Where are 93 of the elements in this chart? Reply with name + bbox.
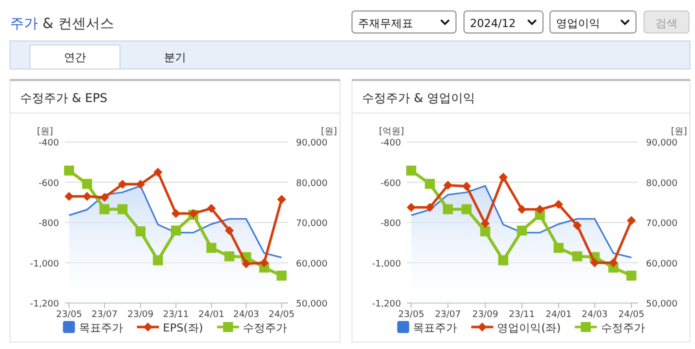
point	[82, 178, 92, 189]
chart-title: 수정주가 & 영업이익	[362, 91, 475, 105]
point	[554, 200, 564, 209]
x-tick-label: 23/09	[472, 310, 498, 320]
point	[498, 255, 508, 266]
x-tick-label: 23/05	[56, 310, 82, 320]
y-tick-label: -1,200	[372, 300, 402, 310]
x-tick-label: 24/03	[233, 310, 260, 320]
y2-tick-label: 70,000	[646, 219, 678, 229]
point	[462, 182, 472, 191]
y-axis-title: [원]	[37, 127, 54, 137]
point	[425, 202, 434, 212]
point	[99, 204, 110, 214]
text: 연간	[64, 51, 86, 64]
x-tick-label: 23/11	[508, 310, 535, 320]
point	[242, 259, 251, 268]
x-tick-label: 24/05	[618, 310, 644, 320]
text: 주가 & 컨센서스	[10, 16, 114, 32]
text: 2024/12	[470, 17, 516, 30]
y2-axis-title: [원]	[670, 127, 687, 137]
point	[498, 172, 508, 182]
x-tick-label: 23/11	[162, 310, 189, 320]
point	[206, 242, 216, 253]
point	[424, 178, 435, 189]
point	[443, 180, 452, 190]
y2-tick-label: 80,000	[646, 178, 678, 189]
point	[100, 192, 109, 202]
point	[406, 166, 416, 176]
point	[626, 216, 636, 225]
y-tick-label: -1,000	[372, 259, 402, 270]
point	[118, 180, 127, 189]
y2-tick-label: 50,000	[646, 300, 678, 310]
point	[626, 270, 636, 281]
legend-label: 목표주가	[413, 322, 458, 334]
y2-tick-label: 70,000	[296, 219, 328, 229]
point	[224, 251, 234, 262]
y-tick-label: -800	[380, 219, 402, 229]
y-tick-label: -600	[38, 178, 60, 189]
point	[572, 221, 582, 230]
text: 검색	[656, 17, 678, 30]
point	[572, 251, 582, 262]
point	[152, 255, 163, 266]
point	[64, 166, 74, 176]
y-tick-label: -600	[380, 178, 402, 189]
legend-label: EPS(좌)	[162, 322, 204, 334]
y-tick-label: -1,000	[30, 259, 60, 270]
point	[224, 226, 234, 236]
y2-tick-label: 60,000	[296, 259, 328, 270]
point	[153, 168, 162, 177]
x-tick-label: 23/09	[128, 310, 154, 320]
point	[171, 208, 180, 218]
y-tick-label: -400	[380, 138, 402, 148]
y-tick-label: -1,200	[30, 300, 60, 310]
point	[82, 192, 92, 201]
chart-title: 수정주가 & EPS	[20, 91, 108, 105]
y2-axis-title: [원]	[320, 127, 337, 137]
x-tick-label: 23/07	[434, 310, 461, 320]
point	[516, 226, 527, 236]
legend-label: 수정주가	[600, 322, 645, 334]
point	[276, 270, 287, 281]
point	[170, 226, 181, 236]
text: 분기	[164, 51, 186, 64]
point	[260, 258, 269, 268]
y2-tick-label: 90,000	[646, 138, 678, 148]
legend-label: 수정주가	[243, 322, 288, 334]
y2-tick-label: 50,000	[296, 300, 328, 310]
x-tick-label: 24/01	[546, 310, 572, 320]
x-tick-label: 24/05	[268, 310, 295, 320]
text: 주재무제표	[358, 17, 413, 30]
point	[480, 219, 490, 228]
point	[406, 202, 416, 212]
y2-tick-label: 80,000	[296, 178, 328, 189]
point	[517, 204, 526, 214]
y-tick-label: -800	[38, 219, 60, 229]
y-axis-title: [억원]	[379, 127, 404, 137]
point	[135, 226, 146, 236]
legend-label: 영업이익(좌)	[497, 322, 561, 334]
legend-label: 목표주가	[78, 322, 123, 334]
x-tick-label: 24/01	[198, 310, 224, 320]
point	[554, 242, 564, 253]
point	[442, 204, 453, 214]
x-tick-label: 23/07	[92, 310, 118, 320]
text: 영업이익	[556, 17, 600, 30]
point	[117, 204, 128, 214]
point	[462, 204, 472, 214]
y-tick-label: -400	[38, 138, 60, 148]
point	[206, 204, 216, 213]
point	[480, 226, 490, 236]
point	[277, 194, 286, 204]
x-tick-label: 23/05	[398, 310, 424, 320]
y2-tick-label: 90,000	[296, 138, 328, 148]
y2-tick-label: 60,000	[646, 259, 678, 270]
x-tick-label: 24/03	[582, 310, 608, 320]
